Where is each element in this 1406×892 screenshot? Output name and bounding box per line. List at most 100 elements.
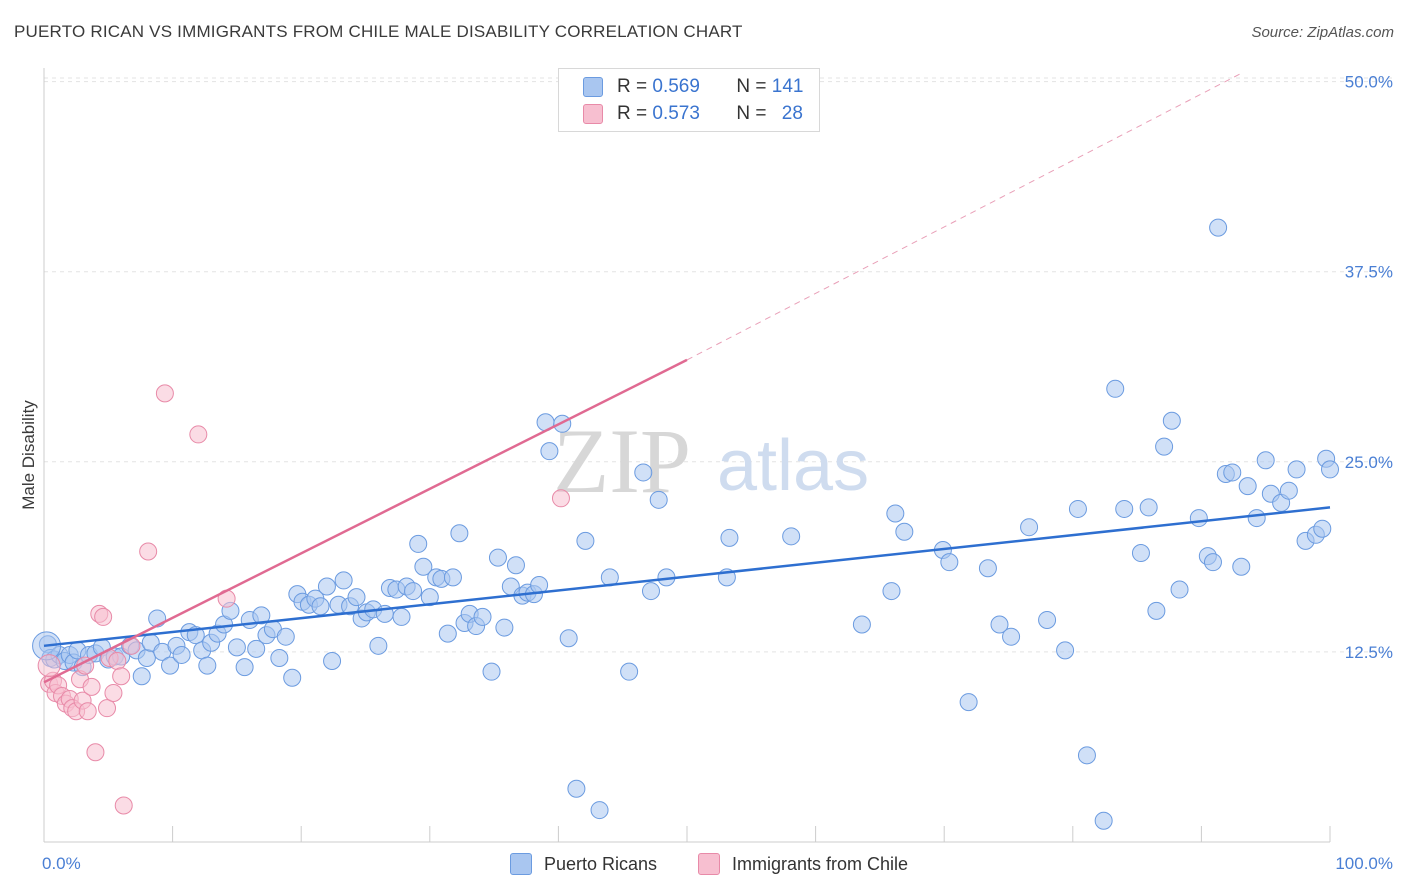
data-point <box>270 648 289 667</box>
y-tick-label: 37.5% <box>1345 263 1393 282</box>
data-point <box>1147 601 1166 620</box>
data-point <box>323 652 342 671</box>
axes <box>43 68 1331 843</box>
data-point <box>1131 544 1150 563</box>
trend-extension-immigrants-from-chile <box>686 73 1241 361</box>
data-point <box>317 577 336 596</box>
data-point <box>311 597 330 616</box>
legend-n-value: 28 <box>781 103 803 124</box>
series-immigrants-from-chile <box>37 384 570 815</box>
data-point <box>551 489 570 508</box>
data-point <box>276 627 295 646</box>
y-tick-label: 12.5% <box>1345 643 1393 662</box>
data-point <box>1020 518 1039 537</box>
bottom-legend-swatch-blue <box>510 853 532 875</box>
data-point <box>1077 746 1096 765</box>
data-point <box>634 463 653 482</box>
data-point <box>37 654 61 678</box>
legend-r-label: R = <box>617 76 653 97</box>
data-point <box>392 607 411 626</box>
data-point <box>886 504 905 523</box>
data-point <box>1189 509 1208 528</box>
data-point <box>1256 451 1275 470</box>
data-point <box>473 607 492 626</box>
data-point <box>82 677 101 696</box>
trend-lines <box>43 73 1331 684</box>
data-point <box>247 639 266 658</box>
data-point <box>506 556 525 575</box>
data-point <box>1313 519 1332 538</box>
watermark-atlas: atlas <box>717 426 869 506</box>
data-point <box>641 582 660 601</box>
data-point <box>347 588 366 607</box>
legend-row-immigrants-from-chile: R = 0.573 N = 28 <box>583 101 803 127</box>
data-point <box>540 442 559 461</box>
y-axis-label: Male Disability <box>19 400 38 510</box>
bottom-legend-swatch-pink <box>698 853 720 875</box>
watermark-zip: ZIP <box>553 410 691 512</box>
data-point <box>620 662 639 681</box>
data-point <box>443 568 462 587</box>
data-point <box>98 699 117 718</box>
data-point <box>1232 557 1251 576</box>
data-point <box>409 534 428 553</box>
data-point <box>488 548 507 567</box>
data-point <box>1247 509 1266 528</box>
data-point <box>132 667 151 686</box>
data-point <box>1170 580 1189 599</box>
legend-n-label: N = <box>736 103 772 124</box>
data-point <box>450 524 469 543</box>
data-point <box>940 553 959 572</box>
data-point <box>1223 463 1242 482</box>
bottom-legend-puerto-ricans: Puerto Ricans <box>510 851 657 877</box>
data-point <box>334 571 353 590</box>
data-point <box>112 667 131 686</box>
bottom-legend-label: Puerto Ricans <box>544 853 658 874</box>
data-point <box>978 559 997 578</box>
data-point <box>782 527 801 546</box>
data-point <box>108 652 127 671</box>
data-point <box>495 618 514 637</box>
source-label: Source: ZipAtlas.com <box>1251 24 1394 41</box>
data-point <box>137 648 156 667</box>
data-point <box>1321 460 1339 479</box>
bottom-legend-immigrants-from-chile: Immigrants from Chile <box>698 851 908 877</box>
legend-row-puerto-ricans: R = 0.569 N = 141 <box>583 74 803 100</box>
data-point <box>172 645 191 664</box>
data-point <box>86 743 105 762</box>
data-point <box>1287 460 1306 479</box>
legend-n-label: N = <box>736 76 772 97</box>
data-point <box>567 779 586 798</box>
data-point <box>1094 811 1113 830</box>
trend-line-immigrants-from-chile <box>43 358 688 684</box>
data-point <box>139 542 158 561</box>
data-point <box>369 636 388 655</box>
data-point <box>1162 411 1181 430</box>
data-point <box>720 528 739 547</box>
data-point <box>895 522 914 541</box>
data-point <box>852 615 871 634</box>
data-point <box>1068 499 1087 518</box>
data-point <box>189 425 208 444</box>
legend: R = 0.569 N = 141 R = 0.573 N = 28 <box>558 68 820 132</box>
data-point <box>161 656 180 675</box>
data-point <box>1203 553 1222 572</box>
data-point <box>1056 641 1075 660</box>
data-point <box>990 615 1009 634</box>
y-tick-label: 50.0% <box>1345 73 1393 92</box>
watermark: ZIP atlas <box>553 410 869 512</box>
legend-swatch-pink <box>583 104 603 124</box>
data-point <box>590 801 609 820</box>
trend-line-puerto-ricans <box>43 506 1331 648</box>
legend-r-value: 0.569 <box>652 76 700 97</box>
data-point <box>122 636 141 655</box>
legend-r-value: 0.573 <box>652 103 700 124</box>
data-point <box>78 702 97 721</box>
tick-labels: 12.5% 25.0% 37.5% 50.0% 0.0% 100.0% <box>42 73 1393 873</box>
data-point <box>576 531 595 550</box>
data-point <box>283 668 302 687</box>
data-point <box>1279 481 1298 500</box>
data-point <box>1115 499 1134 518</box>
y-tick-label: 25.0% <box>1345 453 1393 472</box>
